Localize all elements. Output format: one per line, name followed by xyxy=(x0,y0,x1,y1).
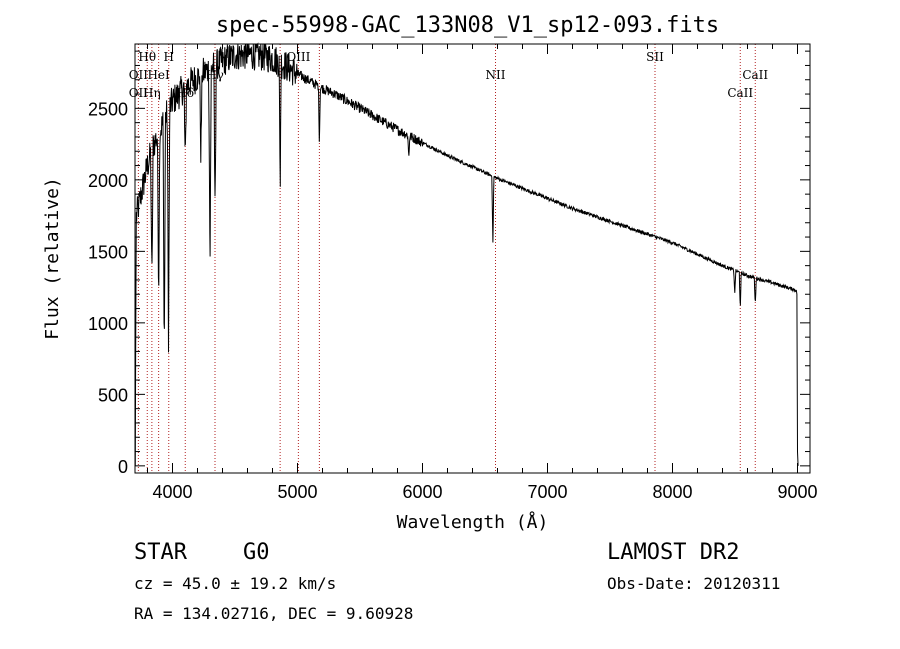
line-marker-label: Hγ xyxy=(206,68,224,82)
spectrum-line xyxy=(134,42,799,466)
x-tick-label: 4000 xyxy=(152,482,192,502)
line-marker-label: Hη xyxy=(143,86,161,100)
x-tick-label: 5000 xyxy=(277,482,317,502)
line-marker-label: OIII xyxy=(286,50,310,64)
redshift-text: cz = 45.0 ± 19.2 km/s xyxy=(134,574,337,593)
y-tick-label: 500 xyxy=(98,385,128,405)
object-subclass: G0 xyxy=(243,540,270,565)
y-tick-label: 1000 xyxy=(88,314,128,334)
y-tick-label: 0 xyxy=(118,457,128,477)
y-axis-label: Flux (relative) xyxy=(42,177,63,340)
x-tick-label: 9000 xyxy=(777,482,817,502)
chart-title: spec-55998-GAC_133N08_V1_sp12-093.fits xyxy=(216,13,719,38)
line-marker-label: H xyxy=(164,50,174,64)
line-marker-label: CaII xyxy=(727,86,753,100)
line-marker-label: HeI xyxy=(147,68,170,82)
coordinates-text: RA = 134.02716, DEC = 9.60928 xyxy=(134,604,414,623)
line-marker-label: CaII xyxy=(742,68,768,82)
line-marker-label: NII xyxy=(486,68,506,82)
line-marker-label: OII xyxy=(129,86,149,100)
obs-date-text: Obs-Date: 20120311 xyxy=(607,574,781,593)
y-tick-label: 2500 xyxy=(88,99,128,119)
x-tick-label: 8000 xyxy=(652,482,692,502)
line-marker-label: SII xyxy=(646,50,664,64)
object-class: STAR xyxy=(134,540,187,565)
x-axis-label: Wavelength (Å) xyxy=(397,511,549,533)
y-tick-label: 2000 xyxy=(88,171,128,191)
y-tick-label: 1500 xyxy=(88,242,128,262)
line-marker-label: Hθ xyxy=(138,50,156,64)
line-marker-label: OII xyxy=(129,68,149,82)
x-tick-label: 7000 xyxy=(527,482,567,502)
x-tick-label: 6000 xyxy=(402,482,442,502)
survey-label: LAMOST DR2 xyxy=(607,540,740,565)
